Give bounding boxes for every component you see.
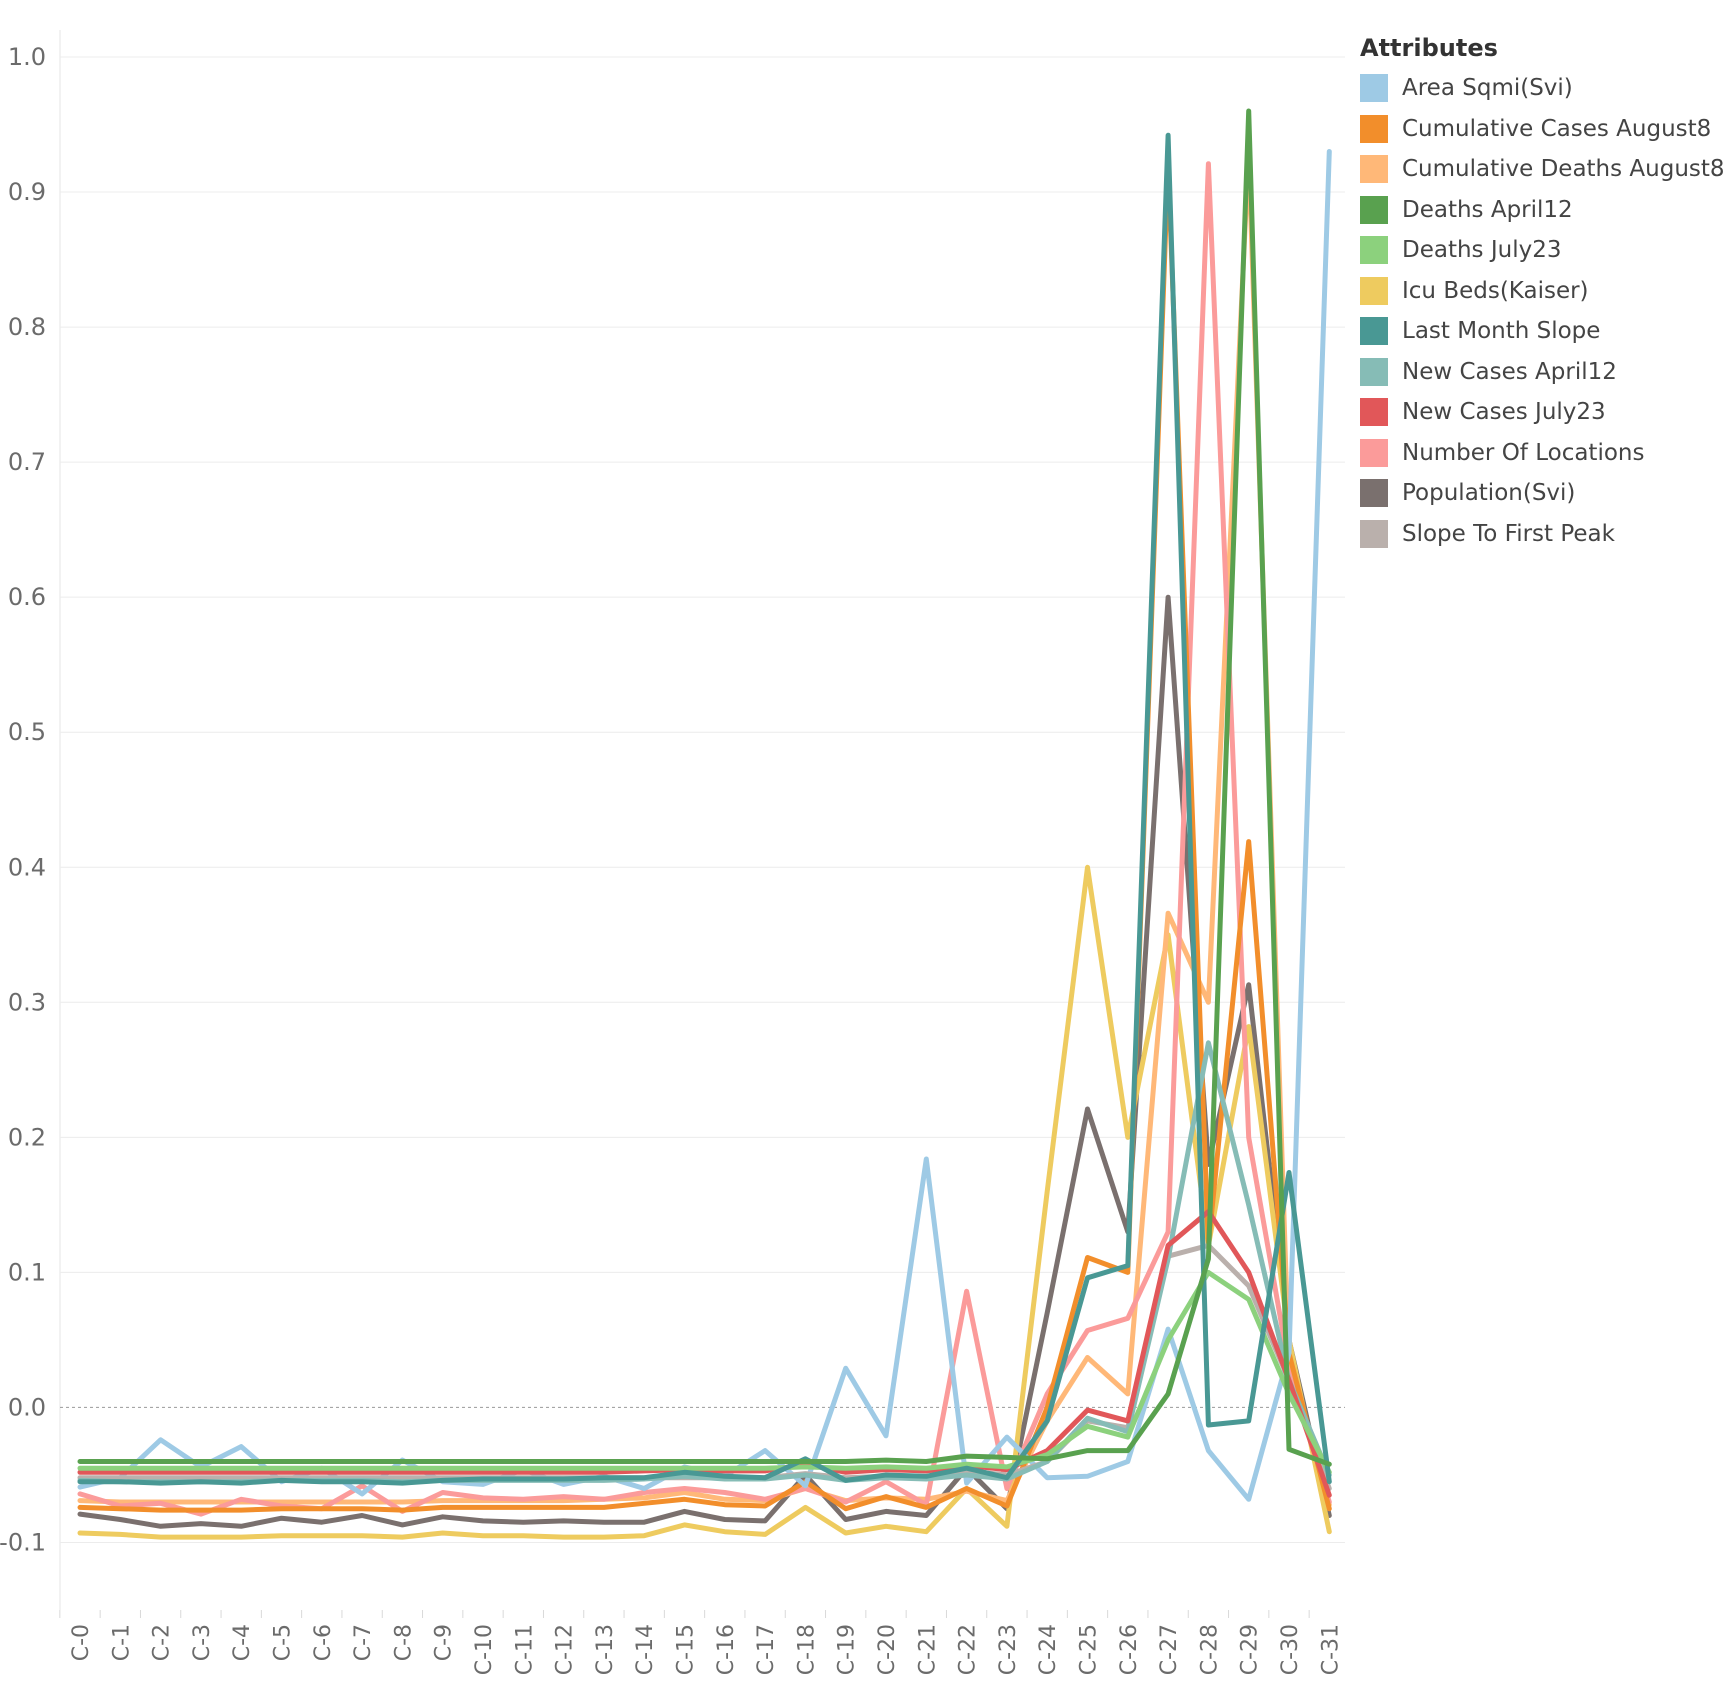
- legend-label: Deaths April12: [1402, 196, 1573, 223]
- series-line-cumulative-deaths-august8[interactable]: [77, 149, 1332, 1508]
- series-line-population-svi[interactable]: [77, 594, 1332, 1529]
- x-tick-label: C-21: [915, 1624, 940, 1675]
- x-tick-label: C-14: [633, 1624, 658, 1675]
- legend-swatch: [1360, 276, 1388, 305]
- legend-item[interactable]: Last Month Slope: [1360, 311, 1725, 352]
- legend-label: Area Sqmi(Svi): [1402, 75, 1573, 102]
- y-tick-label: 0.4: [8, 853, 46, 881]
- legend: Attributes Area Sqmi(Svi) Cumulative Case…: [1360, 34, 1725, 554]
- x-tick-label: C-30: [1278, 1624, 1303, 1675]
- y-tick-label: 0.1: [8, 1258, 46, 1286]
- legend-item[interactable]: Deaths April12: [1360, 190, 1725, 231]
- x-tick-label: C-31: [1318, 1624, 1343, 1675]
- y-tick-label: -0.1: [0, 1528, 46, 1556]
- legend-label: Icu Beds(Kaiser): [1402, 277, 1589, 304]
- legend-swatch: [1360, 74, 1388, 103]
- x-tick-label: C-13: [593, 1624, 618, 1675]
- legend-item[interactable]: Population(Svi): [1360, 473, 1725, 514]
- x-tick-label: C-17: [754, 1624, 779, 1675]
- x-tick-label: C-8: [391, 1624, 416, 1661]
- legend-title: Attributes: [1360, 34, 1498, 62]
- y-tick-label: 0.2: [8, 1123, 46, 1151]
- series-line-deaths-july23[interactable]: [77, 1269, 1332, 1475]
- x-tick-label: C-26: [1117, 1624, 1142, 1675]
- legend-label: Deaths July23: [1402, 237, 1562, 264]
- legend-label: Last Month Slope: [1402, 318, 1601, 345]
- x-tick-label: C-11: [512, 1624, 537, 1675]
- legend-label: Cumulative Deaths August8: [1402, 156, 1725, 183]
- x-tick-label: C-4: [230, 1624, 255, 1661]
- legend-swatch: [1360, 155, 1388, 184]
- legend-items: Area Sqmi(Svi) Cumulative Cases August8 Cu…: [1360, 68, 1725, 554]
- x-tick-label: C-12: [553, 1624, 578, 1675]
- x-tick-label: C-22: [956, 1624, 981, 1675]
- legend-item[interactable]: Icu Beds(Kaiser): [1360, 271, 1725, 312]
- y-tick-label: 0.0: [8, 1393, 46, 1421]
- y-tick-label: 0.9: [8, 178, 46, 206]
- legend-item[interactable]: New Cases July23: [1360, 392, 1725, 433]
- legend-item[interactable]: Cumulative Cases August8: [1360, 109, 1725, 150]
- x-tick-label: C-16: [714, 1624, 739, 1675]
- legend-item[interactable]: Slope To First Peak: [1360, 514, 1725, 555]
- legend-label: New Cases April12: [1402, 358, 1617, 385]
- x-tick-label: C-20: [875, 1624, 900, 1675]
- y-tick-label: 0.5: [8, 718, 46, 746]
- legend-swatch: [1360, 398, 1388, 427]
- legend-label: Number Of Locations: [1402, 439, 1645, 466]
- legend-swatch: [1360, 317, 1388, 346]
- x-tick-label: C-25: [1077, 1624, 1102, 1675]
- legend-swatch: [1360, 195, 1388, 224]
- legend-swatch: [1360, 479, 1388, 508]
- legend-swatch: [1360, 236, 1388, 265]
- legend-swatch: [1360, 357, 1388, 386]
- series-line-deaths-april12[interactable]: [77, 108, 1332, 1467]
- x-tick-label: C-6: [311, 1624, 336, 1661]
- series-line-icu-beds-kaiser[interactable]: [77, 864, 1332, 1540]
- x-tick-label: C-18: [794, 1624, 819, 1675]
- x-tick-label: C-3: [190, 1624, 215, 1661]
- x-tick-label: C-0: [69, 1624, 94, 1661]
- series-line-last-month-slope[interactable]: [77, 132, 1332, 1486]
- x-tick-label: C-27: [1157, 1624, 1182, 1675]
- y-tick-label: 0.3: [8, 988, 46, 1016]
- x-tick-label: C-24: [1036, 1624, 1061, 1675]
- legend-swatch: [1360, 438, 1388, 467]
- x-tick-label: C-9: [432, 1624, 457, 1661]
- x-axis-ticks: C-0 C-1 C-2 C-3 C-4 C-5 C-6 C-7 C-8 C-9 C-10 C-11 C-…: [59, 1610, 1343, 1675]
- x-tick-label: C-10: [472, 1624, 497, 1675]
- legend-item[interactable]: Deaths July23: [1360, 230, 1725, 271]
- x-tick-label: C-29: [1238, 1624, 1263, 1675]
- x-tick-label: C-2: [150, 1624, 175, 1661]
- legend-swatch: [1360, 519, 1388, 548]
- x-tick-label: C-1: [109, 1624, 134, 1661]
- legend-label: New Cases July23: [1402, 399, 1606, 426]
- y-axis-ticks: 1.0 0.9 0.8 0.7 0.6 0.5 0.4 0.3 0.2 0.1 0.0 -0.1: [0, 43, 46, 1556]
- legend-label: Slope To First Peak: [1402, 520, 1615, 547]
- y-tick-label: 0.6: [8, 583, 46, 611]
- legend-swatch: [1360, 114, 1388, 143]
- y-tick-label: 0.7: [8, 448, 46, 476]
- series-lines: [77, 108, 1332, 1540]
- legend-label: Population(Svi): [1402, 480, 1576, 507]
- x-tick-label: C-28: [1197, 1624, 1222, 1675]
- x-tick-label: C-19: [835, 1624, 860, 1675]
- y-tick-label: 0.8: [8, 313, 46, 341]
- legend-item[interactable]: New Cases April12: [1360, 352, 1725, 393]
- x-tick-label: C-15: [674, 1624, 699, 1675]
- legend-item[interactable]: Area Sqmi(Svi): [1360, 68, 1725, 109]
- legend-item[interactable]: Number Of Locations: [1360, 433, 1725, 474]
- legend-label: Cumulative Cases August8: [1402, 115, 1712, 142]
- x-tick-label: C-7: [351, 1624, 376, 1661]
- y-tick-label: 1.0: [8, 43, 46, 71]
- x-tick-label: C-23: [996, 1624, 1021, 1675]
- legend-item[interactable]: Cumulative Deaths August8: [1360, 149, 1725, 190]
- x-tick-label: C-5: [271, 1624, 296, 1661]
